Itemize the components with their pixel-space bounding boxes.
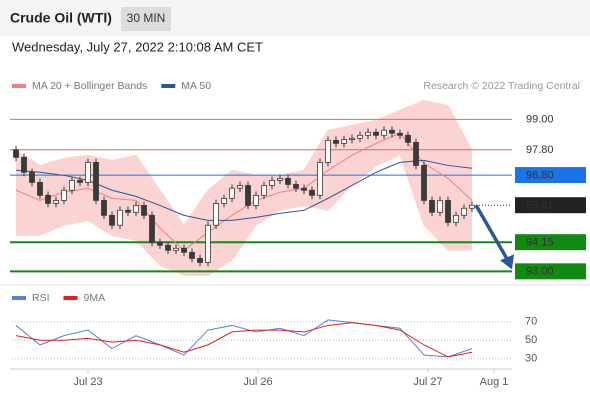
candle-body xyxy=(197,258,203,263)
candle-body xyxy=(189,251,195,259)
candle-body xyxy=(365,131,371,136)
candle-body xyxy=(469,204,475,209)
candle-body xyxy=(141,205,147,216)
timestamp: Wednesday, July 27, 2022 2:10:08 AM CET xyxy=(12,39,263,54)
candle-body xyxy=(261,185,267,196)
candle-body xyxy=(181,247,187,253)
candle-body xyxy=(69,179,75,191)
level-label: 94.15 xyxy=(526,237,554,249)
candle-body xyxy=(405,134,411,143)
candle-body xyxy=(421,165,427,201)
last-price-label: 95.61 xyxy=(526,200,554,212)
candle-body xyxy=(309,189,315,196)
candle-body xyxy=(445,199,451,223)
source: Research © 2022 Trading Central xyxy=(423,80,580,92)
last-price-badge xyxy=(515,197,586,214)
candle-body xyxy=(317,161,323,196)
candle-body xyxy=(45,194,51,204)
candle-body xyxy=(149,214,155,243)
candle-body xyxy=(285,177,291,185)
candle-body xyxy=(341,139,347,144)
candle-body xyxy=(37,182,43,196)
candle-body xyxy=(389,129,395,134)
candle-body xyxy=(269,179,275,186)
candle-body xyxy=(253,194,259,206)
candle-body xyxy=(245,185,251,206)
candle-body xyxy=(29,171,35,183)
candle-body xyxy=(77,179,83,183)
header-bar xyxy=(0,0,590,36)
bollinger-band xyxy=(16,100,472,276)
candle-body xyxy=(293,184,299,189)
candle-body xyxy=(277,177,283,181)
candle-body xyxy=(21,156,27,173)
forecast-arrowhead xyxy=(500,254,514,270)
candle-body xyxy=(13,149,19,158)
candle-body xyxy=(117,209,123,226)
x-tick-label: Aug 1 xyxy=(480,376,509,388)
candle-body xyxy=(205,224,211,263)
candle-body xyxy=(85,161,91,183)
candle-body xyxy=(93,161,99,201)
candle-body xyxy=(237,185,243,189)
candle-body xyxy=(357,134,363,139)
candle-body xyxy=(125,209,131,213)
forecast-arrow xyxy=(474,204,511,264)
legend-swatch xyxy=(12,84,26,88)
level-badge xyxy=(515,167,586,184)
legend-swatch xyxy=(161,84,176,88)
candle-body xyxy=(173,247,179,251)
candle-body xyxy=(221,197,227,204)
candle-body xyxy=(165,244,171,251)
candle-body xyxy=(373,131,379,136)
candle-body xyxy=(157,242,163,246)
level-label: 96.80 xyxy=(526,169,554,181)
level-label: 97.80 xyxy=(526,144,554,156)
interval-label[interactable]: 30 MIN xyxy=(127,11,166,25)
candle-body xyxy=(61,189,67,201)
x-tick-label: Jul 23 xyxy=(73,376,102,388)
y-tick-label: 50 xyxy=(525,334,537,346)
level-badge xyxy=(515,234,586,251)
candle-body xyxy=(229,187,235,199)
candle-body xyxy=(325,139,331,163)
legend-swatch xyxy=(63,296,78,300)
candle-body xyxy=(213,203,219,226)
candle-body xyxy=(397,132,403,136)
candle-body xyxy=(133,205,139,213)
level-label: 99.00 xyxy=(526,114,554,126)
level-label: 93.00 xyxy=(526,266,554,278)
level-badge xyxy=(515,263,586,280)
indicator-line xyxy=(15,319,473,358)
candle-body xyxy=(429,199,435,213)
candle-body xyxy=(101,199,107,216)
candle-body xyxy=(349,137,355,140)
y-tick-label: 70 xyxy=(525,316,537,328)
legend-label: RSI xyxy=(32,292,50,304)
interval-badge[interactable] xyxy=(121,7,171,31)
candle-body xyxy=(333,139,339,144)
candle-body xyxy=(381,129,387,136)
band-edge xyxy=(15,99,473,227)
legend-label: MA 20 + Bollinger Bands xyxy=(32,80,147,92)
candle-body xyxy=(413,141,419,166)
indicator-line xyxy=(15,322,473,358)
legend-label: MA 50 xyxy=(181,80,211,92)
instrument-title: Crude Oil (WTI) xyxy=(10,10,112,26)
legend-label: 9MA xyxy=(84,292,106,304)
legend-swatch xyxy=(12,296,26,300)
candle-body xyxy=(453,214,459,223)
candle-body xyxy=(461,207,467,216)
y-tick-label: 30 xyxy=(525,353,537,365)
ma-line xyxy=(15,132,473,251)
candle-body xyxy=(109,214,115,226)
candle-body xyxy=(53,199,59,204)
candle-body xyxy=(437,199,443,213)
x-tick-label: Jul 26 xyxy=(243,376,272,388)
ma-line xyxy=(15,159,473,221)
candle-body xyxy=(301,187,307,191)
x-tick-label: Jul 27 xyxy=(413,376,442,388)
